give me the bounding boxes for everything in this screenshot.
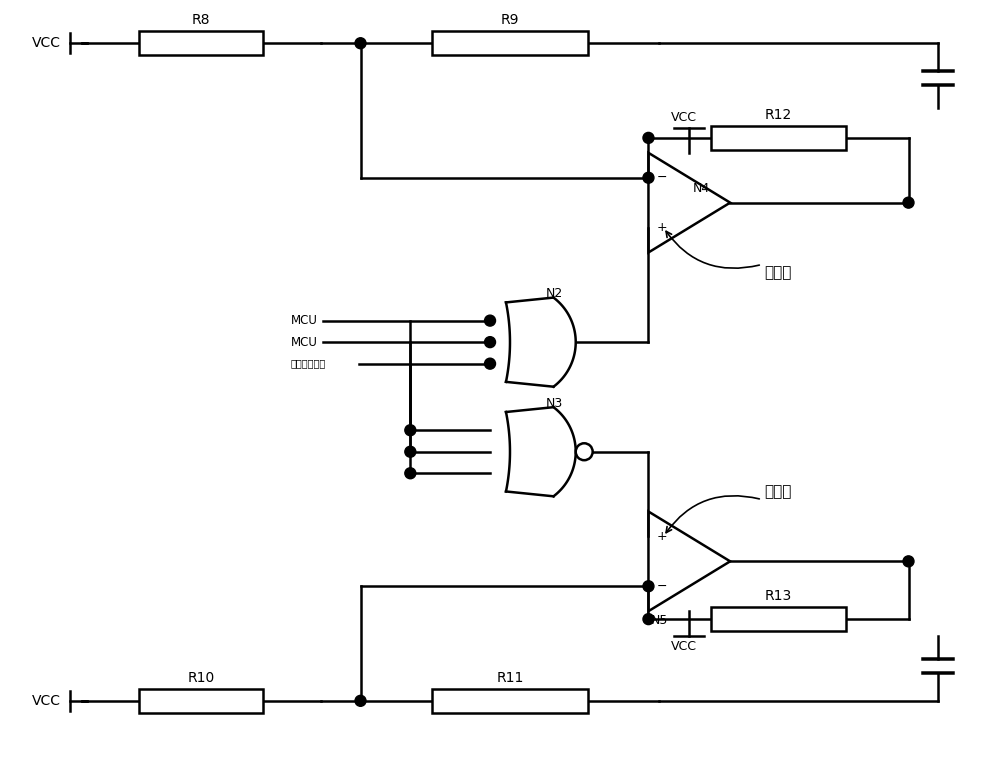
Bar: [711, 607, 846, 631]
Circle shape: [903, 555, 914, 567]
Circle shape: [643, 133, 654, 143]
Circle shape: [405, 424, 416, 436]
Text: R9: R9: [501, 13, 519, 27]
Bar: [139, 689, 263, 712]
Text: MCU: MCU: [291, 335, 318, 349]
Text: MCU: MCU: [291, 314, 318, 327]
Bar: [711, 126, 846, 150]
Text: R11: R11: [496, 671, 524, 685]
Circle shape: [405, 468, 416, 479]
Text: N2: N2: [546, 287, 563, 300]
Text: +: +: [656, 221, 667, 234]
Circle shape: [903, 197, 914, 208]
Bar: [432, 689, 588, 712]
Text: R8: R8: [192, 13, 210, 27]
Circle shape: [485, 358, 496, 369]
Text: N3: N3: [546, 397, 563, 410]
Text: R10: R10: [187, 671, 215, 685]
Text: 使能端: 使能端: [764, 484, 791, 499]
Text: VCC: VCC: [32, 694, 61, 708]
Text: −: −: [656, 171, 667, 184]
Text: −: −: [656, 580, 667, 593]
Circle shape: [643, 613, 654, 625]
Text: R12: R12: [765, 108, 792, 122]
Bar: [432, 31, 588, 55]
Circle shape: [355, 38, 366, 49]
Text: VCC: VCC: [671, 640, 697, 653]
Circle shape: [485, 337, 496, 347]
Circle shape: [643, 172, 654, 183]
Text: 防拆检测模块: 防拆检测模块: [291, 359, 326, 369]
Circle shape: [643, 581, 654, 592]
Text: 使能端: 使能端: [764, 265, 791, 280]
Text: R13: R13: [765, 589, 792, 604]
Text: N5: N5: [650, 614, 668, 627]
Bar: [139, 31, 263, 55]
Text: VCC: VCC: [32, 37, 61, 50]
Text: +: +: [656, 530, 667, 543]
Text: VCC: VCC: [671, 111, 697, 124]
Text: N4: N4: [692, 181, 710, 194]
Circle shape: [485, 315, 496, 326]
Circle shape: [405, 447, 416, 457]
Circle shape: [355, 696, 366, 706]
